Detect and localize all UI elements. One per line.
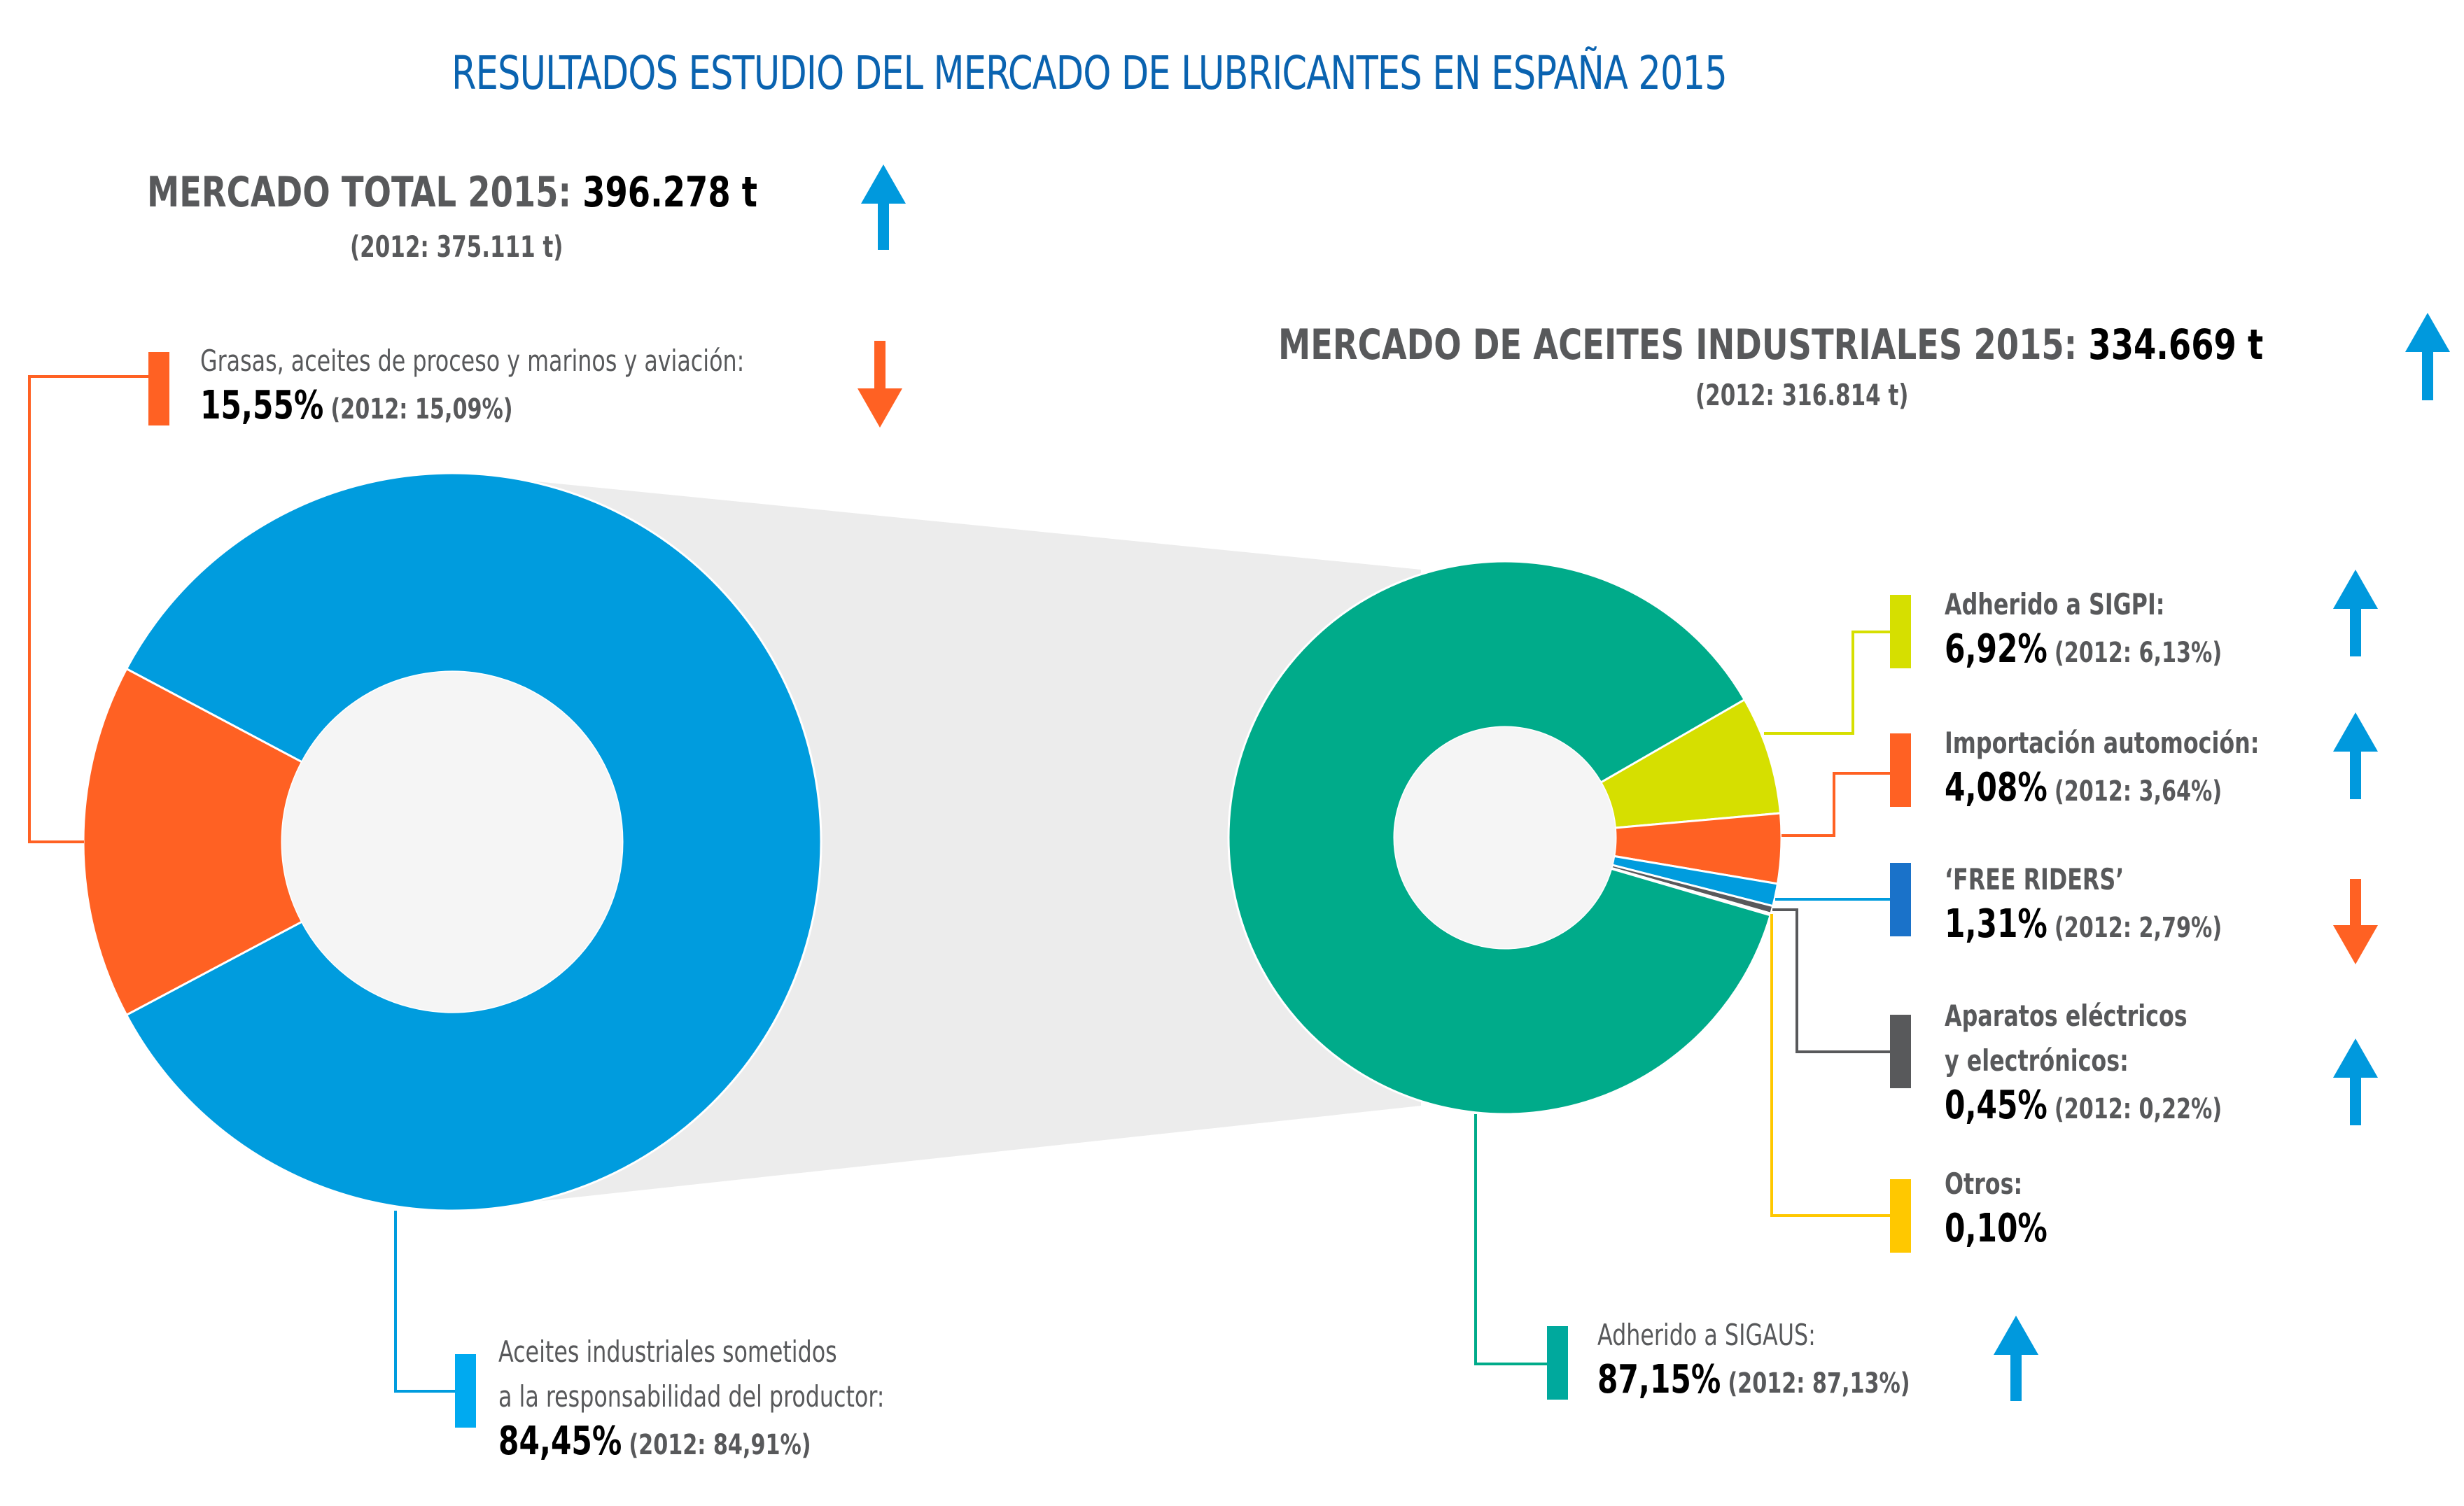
label-name-line1: Aceites industriales sometidos (498, 1335, 837, 1369)
label-sigaus: Adherido a SIGAUS: 87,15% (2012: 87,13%) (1597, 1313, 1910, 1406)
label-free-riders: ‘FREE RIDERS’ 1,31% (2012: 2,79%) (1945, 857, 2222, 950)
connector-grasas (28, 375, 148, 843)
label-previous: (2012: 84,91%) (629, 1429, 811, 1461)
aparatos-up-arrow-icon (2333, 1039, 2378, 1125)
label-sigpi: Adherido a SIGPI: 6,92% (2012: 6,13%) (1945, 582, 2222, 675)
marker-importacion (1890, 733, 1911, 807)
total-market-label: MERCADO TOTAL 2015: (147, 168, 572, 217)
label-aceites-industriales: Aceites industriales sometidos a la resp… (498, 1330, 884, 1468)
total-market-heading: MERCADO TOTAL 2015: 396.278 t (147, 168, 757, 217)
marker-aceites-industriales (455, 1354, 476, 1428)
page-title: RESULTADOS ESTUDIO DEL MERCADO DE LUBRIC… (451, 46, 1728, 100)
label-value: 1,31% (1945, 901, 2047, 947)
marker-aparatos (1890, 1015, 1911, 1088)
label-value: 0,10% (1945, 1206, 2047, 1251)
label-aparatos: Aparatos eléctricos y electrónicos: 0,45… (1945, 994, 2222, 1132)
label-value: 84,45% (498, 1419, 622, 1464)
label-otros: Otros: 0,10% (1945, 1162, 2047, 1254)
label-previous: (2012: 87,13%) (1728, 1367, 1910, 1400)
label-name: Otros: (1945, 1167, 2023, 1201)
connector-importacion (1782, 772, 1890, 837)
industrial-market-donut (1227, 560, 1783, 1116)
label-value: 4,08% (1945, 765, 2047, 810)
label-value: 87,15% (1597, 1357, 1721, 1402)
importacion-up-arrow-icon (2333, 712, 2378, 799)
marker-grasas (148, 352, 169, 425)
label-name: Adherido a SIGAUS: (1597, 1318, 1816, 1352)
label-name: ‘FREE RIDERS’ (1945, 862, 2124, 896)
label-previous: (2012: 3,64%) (2054, 775, 2222, 808)
label-value: 0,45% (1945, 1083, 2047, 1128)
label-previous: (2012: 6,13%) (2054, 637, 2222, 669)
marker-free-riders (1890, 863, 1911, 936)
marker-sigaus (1547, 1326, 1568, 1400)
industrial-market-label: MERCADO DE ACEITES INDUSTRIALES 2015: (1278, 321, 2078, 370)
connector-sigaus (1474, 1114, 1547, 1365)
label-name: Importación automoción: (1945, 726, 2260, 760)
label-name: Adherido a SIGPI: (1945, 587, 2165, 621)
label-name-line2: y electrónicos: (1945, 1043, 2129, 1078)
label-name-line2: a la responsabilidad del productor: (498, 1379, 885, 1414)
label-previous: (2012: 2,79%) (2054, 912, 2222, 944)
legend-markers (148, 352, 1911, 1428)
leader-lines (28, 375, 1890, 1393)
connector-aparatos (1772, 908, 1890, 1053)
label-name-line1: Aparatos eléctricos (1945, 999, 2188, 1033)
label-grasas: Grasas, aceites de proceso y marinos y a… (200, 339, 744, 432)
sigpi-up-arrow-icon (2333, 570, 2378, 656)
industrial-market-heading: MERCADO DE ACEITES INDUSTRIALES 2015: 33… (1278, 321, 2263, 370)
marker-sigpi (1890, 595, 1911, 668)
total-market-previous: (2012: 375.111 t) (350, 230, 564, 264)
industrial-market-value: 334.669 t (2088, 321, 2264, 370)
connector-otros (1770, 914, 1890, 1217)
label-previous: (2012: 0,22%) (2054, 1093, 2222, 1125)
donut-hole (282, 672, 622, 1012)
total-market-value: 396.278 t (582, 168, 757, 217)
label-previous: (2012: 15,09%) (330, 393, 513, 425)
total-market-donut (82, 472, 822, 1212)
sigaus-up-arrow-icon (1994, 1316, 2038, 1401)
industrial-market-up-arrow-icon (2405, 313, 2450, 400)
connector-sigpi (1764, 631, 1890, 735)
label-name: Grasas, aceites de proceso y marinos y a… (200, 344, 745, 378)
trend-arrows (858, 164, 2450, 1401)
industrial-market-previous: (2012: 316.814 t) (1695, 378, 1909, 412)
grasas-down-arrow-icon (858, 341, 902, 428)
label-value: 6,92% (1945, 626, 2047, 672)
donut-hole (1394, 727, 1616, 948)
total-market-up-arrow-icon (861, 164, 906, 250)
free-riders-down-arrow-icon (2333, 879, 2378, 964)
connector-aceites-industriales (394, 1211, 455, 1393)
label-importacion: Importación automoción: 4,08% (2012: 3,6… (1945, 721, 2259, 814)
label-value: 15,55% (200, 383, 324, 428)
marker-otros (1890, 1179, 1911, 1253)
